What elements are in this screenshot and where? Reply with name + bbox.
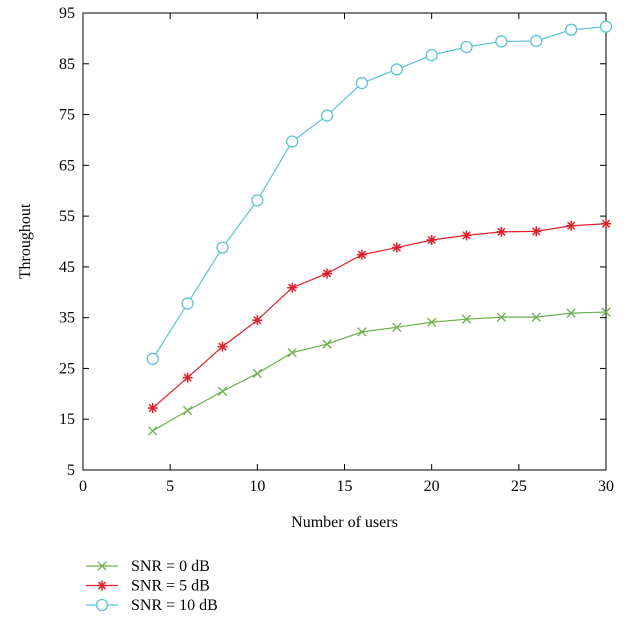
data-point [495, 35, 508, 48]
data-point [357, 327, 367, 337]
data-point [460, 40, 473, 54]
x-tick-label: 10 [249, 478, 265, 495]
data-point [599, 20, 613, 33]
y-tick-label: 25 [59, 360, 75, 377]
data-point [322, 339, 332, 349]
data-point [425, 48, 438, 62]
data-point [390, 63, 403, 76]
data-point [426, 234, 437, 245]
y-tick-label: 35 [59, 310, 75, 327]
data-point [391, 242, 402, 253]
series-0 [148, 307, 611, 436]
x-axis-label: Number of users [291, 514, 398, 531]
y-tick-label: 85 [59, 56, 75, 73]
legend-marker [97, 580, 107, 591]
x-tick-label: 5 [166, 478, 174, 495]
data-point [531, 226, 542, 237]
data-point [566, 308, 576, 318]
data-point [566, 220, 577, 231]
data-point [182, 405, 193, 416]
y-tick-label: 95 [59, 5, 75, 22]
series-2 [146, 20, 613, 365]
plot-frame [82, 12, 607, 471]
series-line [152, 311, 607, 432]
data-point [530, 34, 543, 48]
data-point [286, 135, 299, 148]
x-tick-label: 20 [424, 478, 440, 495]
y-tick-label: 5 [67, 462, 75, 479]
data-point [496, 226, 507, 237]
data-point [496, 312, 507, 322]
data-point [147, 403, 158, 414]
data-point [287, 348, 297, 358]
data-point [217, 386, 228, 396]
data-point [531, 312, 541, 322]
y-tick-label: 45 [59, 259, 75, 276]
y-axis-label: Throughout [17, 203, 34, 279]
data-point [461, 230, 472, 241]
x-axis-ticks: 0 5 10 15 20 25 30 [79, 13, 614, 495]
legend-item: SNR = 0 dB [86, 558, 210, 575]
y-tick-label: 75 [59, 107, 75, 124]
y-tick-label: 65 [59, 157, 75, 174]
series-line [152, 223, 607, 409]
x-tick-label: 0 [79, 478, 87, 495]
x-tick-label: 30 [598, 478, 614, 495]
legend-marker [97, 561, 107, 571]
y-axis-ticks: 5 15 25 35 45 55 65 75 85 95 [59, 5, 606, 479]
x-tick-label: 25 [511, 478, 527, 495]
data-point [287, 282, 298, 293]
legend-label: SNR = 0 dB [131, 558, 210, 575]
y-tick-label: 15 [59, 411, 75, 428]
legend-marker [95, 598, 109, 612]
plot-border [82, 12, 607, 471]
y-tick-label: 55 [59, 208, 75, 225]
series-line [152, 26, 607, 360]
data-point [146, 352, 159, 365]
data-point [181, 297, 194, 310]
series-1 [147, 218, 611, 414]
data-point [564, 23, 578, 36]
data-point [217, 341, 228, 352]
series-layer [146, 20, 613, 436]
data-point [320, 109, 334, 122]
data-point [355, 76, 369, 90]
legend-label: SNR = 10 dB [131, 597, 218, 614]
data-point [216, 241, 229, 254]
data-point [148, 426, 158, 436]
data-point [427, 317, 437, 327]
legend-item: SNR = 5 dB [86, 578, 210, 595]
data-point [356, 249, 367, 260]
x-tick-label: 15 [337, 478, 353, 495]
data-point [322, 268, 333, 279]
data-point [252, 368, 262, 379]
data-point [392, 322, 402, 332]
legend-item: SNR = 10 dB [86, 597, 218, 614]
data-point [461, 314, 472, 324]
legend-label: SNR = 5 dB [131, 578, 210, 595]
data-point [601, 218, 611, 229]
data-point [182, 372, 193, 383]
legend: SNR = 0 dB SNR = 5 dB SNR = 10 dB [86, 558, 218, 614]
data-point [252, 315, 263, 326]
data-point [601, 307, 611, 317]
data-point [251, 194, 264, 207]
